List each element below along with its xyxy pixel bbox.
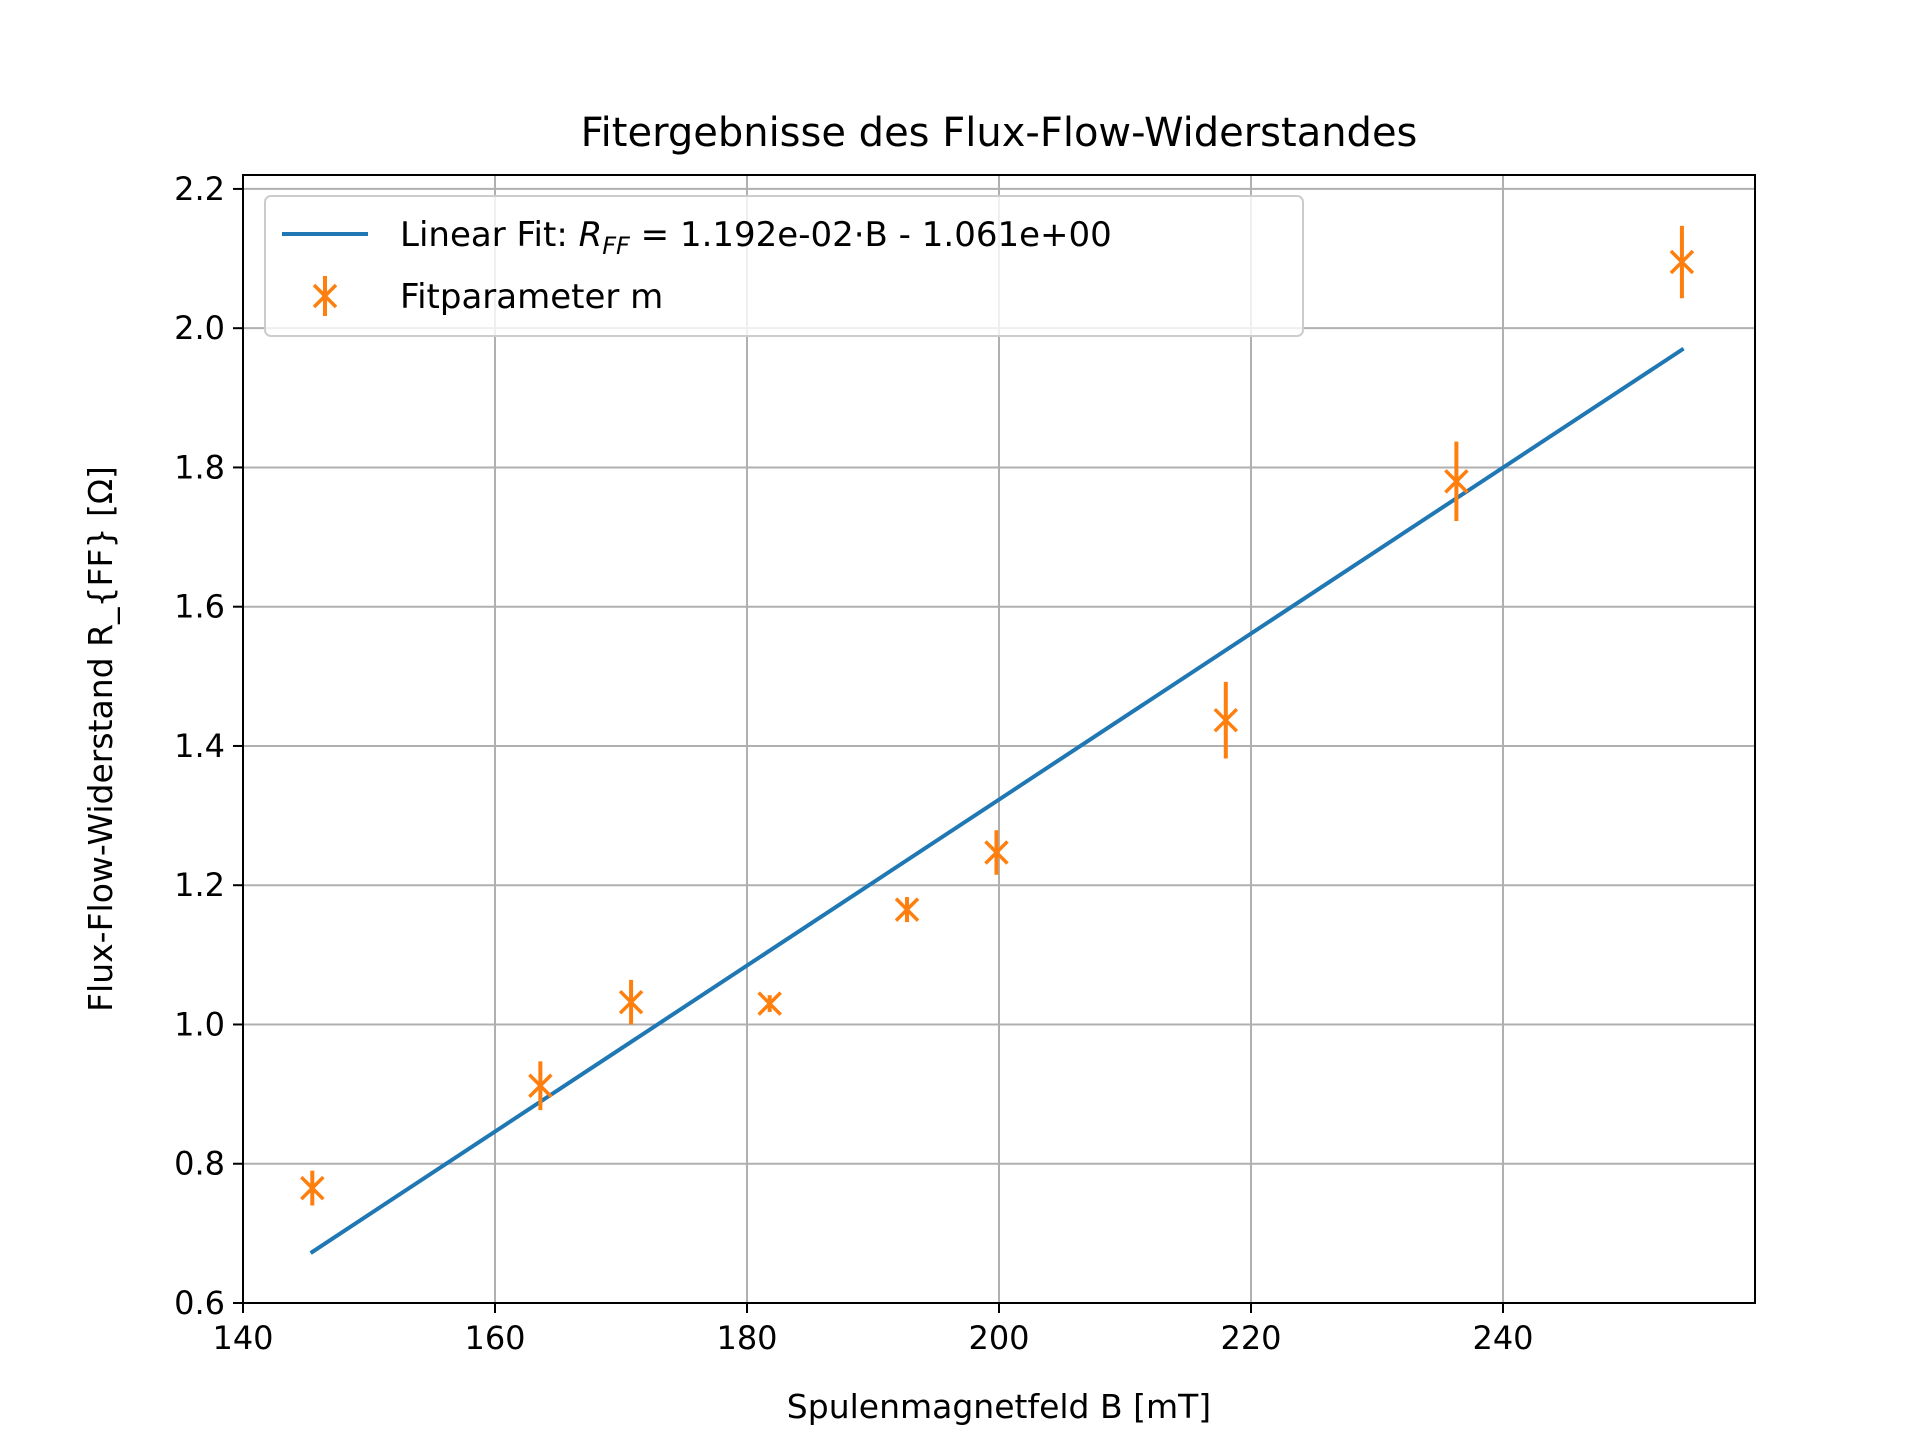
x-tick-label: 140	[212, 1319, 273, 1357]
marker-stroke	[1213, 707, 1239, 733]
legend-fit-label: Linear Fit: RFF = 1.192e-02·B - 1.061e+0…	[400, 215, 1112, 260]
legend-fit-subscript: FF	[602, 232, 631, 260]
data-point	[618, 979, 644, 1025]
ticks: 140 160 180 200 220 240 0.6 0.8 1.0 1.2 1.4 1.6 1.8 2…	[174, 170, 1533, 1357]
legend-fit-symbol: R	[579, 215, 603, 255]
data-point	[757, 991, 782, 1016]
marker-stroke	[757, 991, 782, 1016]
x-tick-label: 240	[1472, 1319, 1533, 1357]
marker-stroke	[1444, 469, 1469, 494]
x-tick-label: 160	[464, 1319, 525, 1357]
marker-stroke	[984, 840, 1009, 865]
legend-box	[264, 195, 1304, 337]
marker-stroke	[894, 897, 920, 922]
x-tick-label: 200	[968, 1319, 1029, 1357]
legend-point-swatch	[312, 276, 338, 316]
y-tick-label: 1.6	[174, 588, 225, 626]
y-axis-title: Flux-Flow-Widerstand R_{FF} [Ω]	[81, 466, 120, 1012]
y-tick-label: 1.0	[174, 1005, 225, 1043]
y-tick-label: 1.4	[174, 727, 225, 765]
legend-points-label: Fitparameter m	[400, 277, 663, 317]
x-tick-label: 220	[1220, 1319, 1281, 1357]
data-point	[300, 1170, 325, 1206]
data-point	[528, 1061, 553, 1111]
y-tick-label: 1.8	[174, 448, 225, 486]
x-tick-label: 180	[716, 1319, 777, 1357]
data-point	[1444, 441, 1469, 522]
y-tick-label: 2.0	[174, 309, 225, 347]
marker-stroke	[618, 989, 644, 1015]
chart-title: Fitergebnisse des Flux-Flow-Widerstandes	[581, 110, 1418, 156]
y-tick-label: 0.8	[174, 1145, 225, 1183]
marker-stroke	[312, 283, 338, 309]
data-point	[1213, 681, 1239, 759]
legend-fit-prefix: Linear Fit:	[400, 215, 579, 255]
y-tick-label: 1.2	[174, 866, 225, 904]
legend: Linear Fit: RFF = 1.192e-02·B - 1.061e+0…	[264, 195, 1304, 337]
data-point	[894, 897, 920, 923]
y-tick-label: 0.6	[174, 1284, 225, 1322]
data-point	[1669, 225, 1695, 299]
legend-fit-equation: = 1.192e-02·B - 1.061e+00	[630, 215, 1112, 255]
data-point	[984, 830, 1009, 875]
marker-stroke	[300, 1175, 325, 1201]
marker-stroke	[528, 1073, 553, 1098]
y-tick-label: 2.2	[174, 170, 225, 208]
points-layer	[300, 225, 1695, 1206]
x-axis-title: Spulenmagnetfeld B [mT]	[787, 1387, 1211, 1426]
marker-stroke	[1669, 249, 1695, 275]
